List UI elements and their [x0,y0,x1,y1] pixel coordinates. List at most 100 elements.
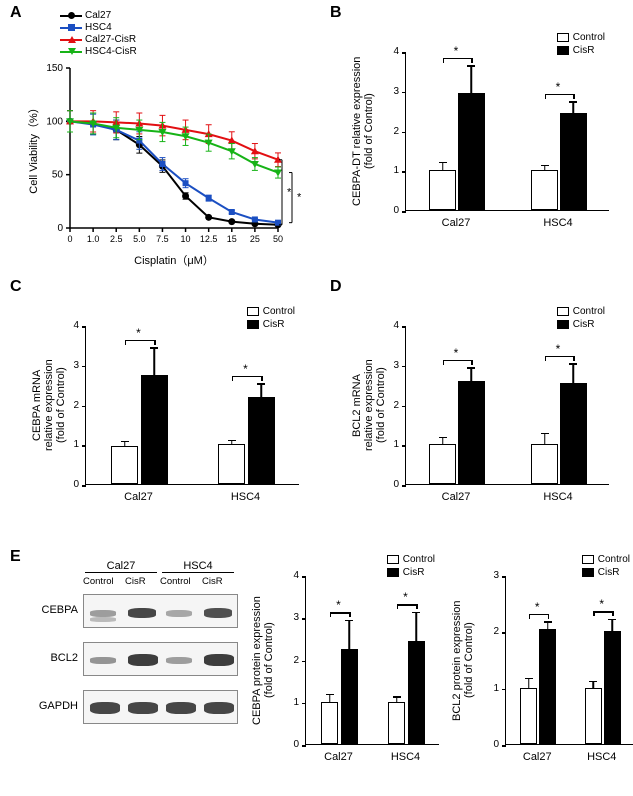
svg-text:100: 100 [46,116,63,127]
y-tick: 3 [483,570,499,581]
svg-text:12.5: 12.5 [200,234,218,244]
bar [218,444,246,484]
legend-item: Cal27 [60,10,137,21]
y-tick: 3 [383,86,399,97]
bar [604,631,621,744]
svg-text:Cisplatin（μM）: Cisplatin（μM） [134,254,214,267]
bar-legend: ControlCisR [557,32,605,58]
label-e: E [10,548,21,566]
y-tick: 2 [63,400,79,411]
blot-row-label: GAPDH [28,700,78,712]
x-label: Cal27 [523,751,552,763]
y-tick: 4 [63,320,79,331]
bar [560,113,587,210]
y-tick: 0 [383,205,399,216]
bar-legend: ControlCisR [387,554,435,580]
panel-a-linechart: 05010015001.02.55.07.51012.5152550Cell V… [25,60,310,270]
plot-area [405,326,609,485]
blot-cell-header: HSC4 [162,560,234,573]
y-axis-title: BCL2 protein expression (fold of Control… [451,576,475,745]
sig-star: * [599,597,604,611]
y-tick: 0 [483,739,499,750]
svg-text:25: 25 [250,234,260,244]
svg-text:2.5: 2.5 [110,234,123,244]
panel-a: A Cal27HSC4Cal27-CisRHSC4-CisR 0 50 100 150… [10,4,310,254]
y-tick: 0 [283,739,299,750]
blot-row-label: BCL2 [28,652,78,664]
legend-item: Cal27-CisR [60,34,137,45]
panel-a-legend: Cal27HSC4Cal27-CisRHSC4-CisR [60,10,137,58]
y-tick: 0 [383,479,399,490]
x-label: Cal27 [324,751,353,763]
y-axis-title: CEBPA protein expression (fold of Contro… [251,576,275,745]
svg-text:7.5: 7.5 [156,234,169,244]
svg-text:1.0: 1.0 [87,234,100,244]
y-tick: 2 [283,655,299,666]
bar [531,444,558,484]
svg-text:150: 150 [46,63,63,74]
bar [341,649,358,744]
x-label: HSC4 [231,491,260,503]
y-tick: 0 [63,479,79,490]
sig-star: * [556,342,561,356]
sig-star: * [243,362,248,376]
bar [585,688,602,744]
blot-lane-header: CisR [202,576,223,587]
y-axis-title: CEBPA mRNA relative expression (fold of … [31,326,67,485]
label-d: D [330,278,342,296]
y-axis-title: CEBPA-DT relative expression (fold of Co… [351,52,375,211]
blot-row-gapdh [83,690,238,724]
blot-row-bcl2 [83,642,238,676]
bar-legend: ControlCisR [557,306,605,332]
bar [388,702,405,744]
y-tick: 1 [483,683,499,694]
y-tick: 4 [383,46,399,57]
panel-b: B CEBPA-DT relative expression (fold of … [330,4,620,254]
svg-text:50: 50 [52,170,64,181]
plot-area [505,576,633,745]
y-tick: 4 [283,570,299,581]
blot-row-cebpa [83,594,238,628]
y-tick: 4 [383,320,399,331]
x-label: HSC4 [543,217,572,229]
blot-row-label: CEBPA [28,604,78,616]
x-label: HSC4 [391,751,420,763]
label-c: C [10,278,22,296]
sig-star: * [403,590,408,604]
plot-area [85,326,299,485]
bar [141,375,169,484]
sig-star: * [454,44,459,58]
svg-text:15: 15 [227,234,237,244]
plot-area [305,576,439,745]
y-tick: 3 [383,360,399,371]
sig-star: * [454,346,459,360]
x-label: Cal27 [442,491,471,503]
blot-cell-header: Cal27 [85,560,157,573]
x-label: Cal27 [442,217,471,229]
y-tick: 3 [63,360,79,371]
bar [429,170,456,210]
bar [248,397,276,484]
bar [458,93,485,210]
label-a: A [10,4,22,22]
svg-text:0: 0 [57,223,63,234]
y-tick: 1 [63,439,79,450]
blot-wrapper: Cal27 HSC4 Control CisR Control CisR CEB… [28,560,238,780]
y-tick: 2 [483,626,499,637]
svg-text:*: * [287,186,292,198]
y-tick: 1 [283,697,299,708]
plot-area [405,52,609,211]
panel-c: C CEBPA mRNA relative expression (fold o… [10,278,310,528]
bar [560,383,587,484]
svg-text:10: 10 [181,234,191,244]
sig-star: * [336,598,341,612]
y-tick: 1 [383,165,399,176]
bar [458,381,485,484]
sig-star: * [535,600,540,614]
svg-text:Cell Viability（%）: Cell Viability（%） [27,102,40,194]
svg-text:50: 50 [273,234,283,244]
sig-star: * [136,326,141,340]
y-tick: 1 [383,439,399,450]
label-b: B [330,4,342,22]
legend-item: HSC4-CisR [60,46,137,57]
